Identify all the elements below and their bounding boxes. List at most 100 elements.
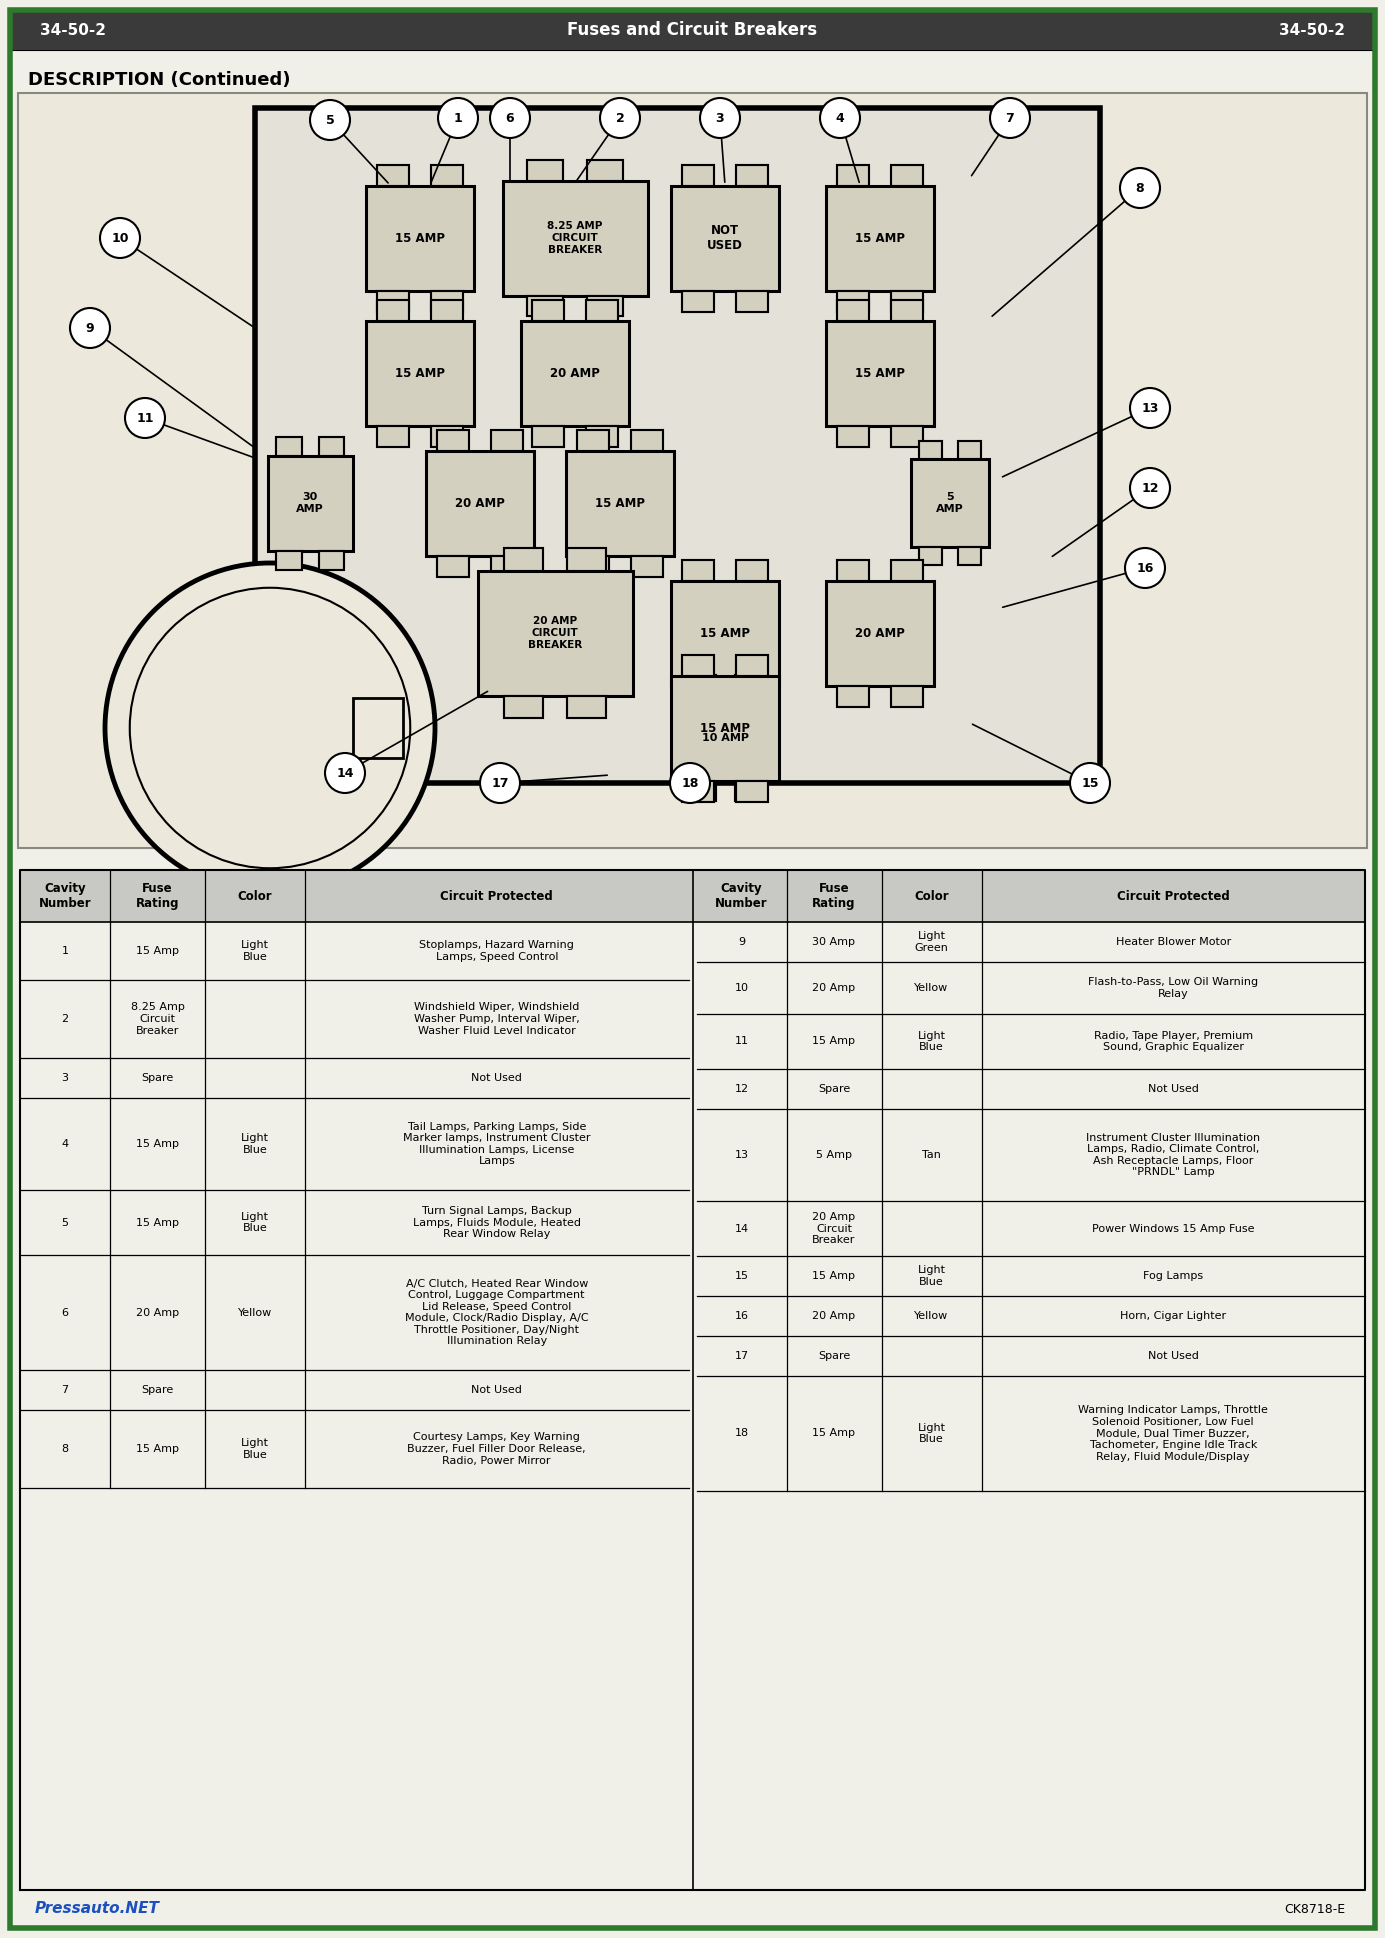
Bar [319,550,343,570]
Text: Not Used: Not Used [1148,1083,1198,1093]
Bar [377,300,409,320]
Text: 9: 9 [738,936,745,948]
Bar [891,686,924,707]
Text: 15 Amp: 15 Amp [813,1271,856,1281]
Text: Color: Color [914,890,949,903]
Text: Instrument Cluster Illumination
Lamps, Radio, Climate Control,
Ash Receptacle La: Instrument Cluster Illumination Lamps, R… [1086,1132,1260,1178]
Bar [735,560,769,581]
Bar [681,781,715,802]
Text: Light
Blue: Light Blue [241,1134,269,1155]
Circle shape [325,754,366,793]
Bar [267,455,353,550]
Text: 11: 11 [734,1037,748,1047]
Bar [735,165,769,186]
Bar [532,300,564,320]
Text: Courtesy Lamps, Key Warning
Buzzer, Fuel Filler Door Release,
Radio, Power Mirro: Courtesy Lamps, Key Warning Buzzer, Fuel… [407,1432,586,1465]
Text: Light
Blue: Light Blue [917,1422,946,1444]
Text: Pressauto.NET: Pressauto.NET [35,1901,159,1917]
Text: Fuse
Rating: Fuse Rating [812,882,856,911]
Circle shape [1130,467,1170,508]
Text: Horn, Cigar Lighter: Horn, Cigar Lighter [1120,1310,1226,1322]
Text: 20 AMP
CIRCUIT
BREAKER: 20 AMP CIRCUIT BREAKER [528,616,582,649]
Bar [532,426,564,446]
Bar [478,570,633,696]
Text: Spare: Spare [819,1083,850,1093]
Bar [528,295,564,316]
Bar [586,300,618,320]
Bar [681,655,715,676]
Circle shape [670,764,711,802]
Text: 5: 5 [325,114,334,126]
Text: 15 AMP: 15 AMP [855,231,904,244]
Text: 20 Amp: 20 Amp [813,1310,856,1322]
Bar [436,430,470,450]
Text: 16: 16 [1136,562,1154,574]
Bar [568,548,607,570]
Text: Tan: Tan [922,1149,940,1161]
Text: 9: 9 [86,322,94,335]
Bar [918,547,942,564]
Bar [891,560,924,581]
Bar [958,547,981,564]
Bar [891,291,924,312]
Circle shape [820,99,860,138]
Bar [490,556,524,576]
Bar [891,165,924,186]
Text: 8: 8 [61,1444,69,1454]
Text: 4: 4 [835,112,845,124]
Bar [568,696,607,717]
Bar [837,291,870,312]
Bar [276,550,302,570]
Text: 8.25 Amp
Circuit
Breaker: 8.25 Amp Circuit Breaker [130,1002,184,1035]
Circle shape [600,99,640,138]
Text: Light
Green: Light Green [914,930,949,953]
Text: 20 AMP: 20 AMP [456,496,506,510]
Text: 15 AMP: 15 AMP [596,496,645,510]
Bar [630,556,663,576]
Text: 34-50-2: 34-50-2 [40,23,107,37]
Bar [353,698,403,758]
Bar [586,426,618,446]
Text: 6: 6 [61,1308,68,1318]
Text: 10: 10 [111,231,129,244]
Text: 34-50-2: 34-50-2 [1278,23,1345,37]
Bar [891,300,924,320]
Text: 15 Amp: 15 Amp [136,1140,179,1149]
Bar [825,186,933,291]
Bar [735,655,769,676]
Text: 13: 13 [734,1149,748,1161]
Text: 15: 15 [734,1271,748,1281]
Text: DESCRIPTION (Continued): DESCRIPTION (Continued) [28,72,291,89]
Text: 13: 13 [1141,401,1159,415]
Circle shape [71,308,109,349]
Bar [319,436,343,455]
Circle shape [1130,388,1170,428]
Bar [630,430,663,450]
Bar [825,581,933,686]
Bar [276,436,302,455]
Bar [377,291,409,312]
Text: 10: 10 [734,983,748,992]
Text: Light
Blue: Light Blue [241,1211,269,1233]
Circle shape [105,564,435,893]
Text: 15: 15 [1082,777,1098,789]
Text: 15 AMP: 15 AMP [395,231,445,244]
Bar [837,686,870,707]
Text: 15 AMP: 15 AMP [855,366,904,380]
Bar [670,581,778,686]
Text: 5: 5 [61,1217,68,1227]
Circle shape [438,99,478,138]
Text: Yellow: Yellow [238,1308,271,1318]
Bar [490,430,524,450]
Text: Color: Color [238,890,273,903]
Circle shape [699,99,740,138]
Text: 6: 6 [506,112,514,124]
Bar [377,165,409,186]
Text: 15 Amp: 15 Amp [813,1037,856,1047]
Text: 3: 3 [61,1074,68,1083]
Text: 15 AMP: 15 AMP [699,626,751,640]
Text: Light
Blue: Light Blue [917,1266,946,1287]
Bar [366,186,474,291]
Bar [566,450,674,556]
Text: 20 Amp
Circuit
Breaker: 20 Amp Circuit Breaker [813,1211,856,1244]
